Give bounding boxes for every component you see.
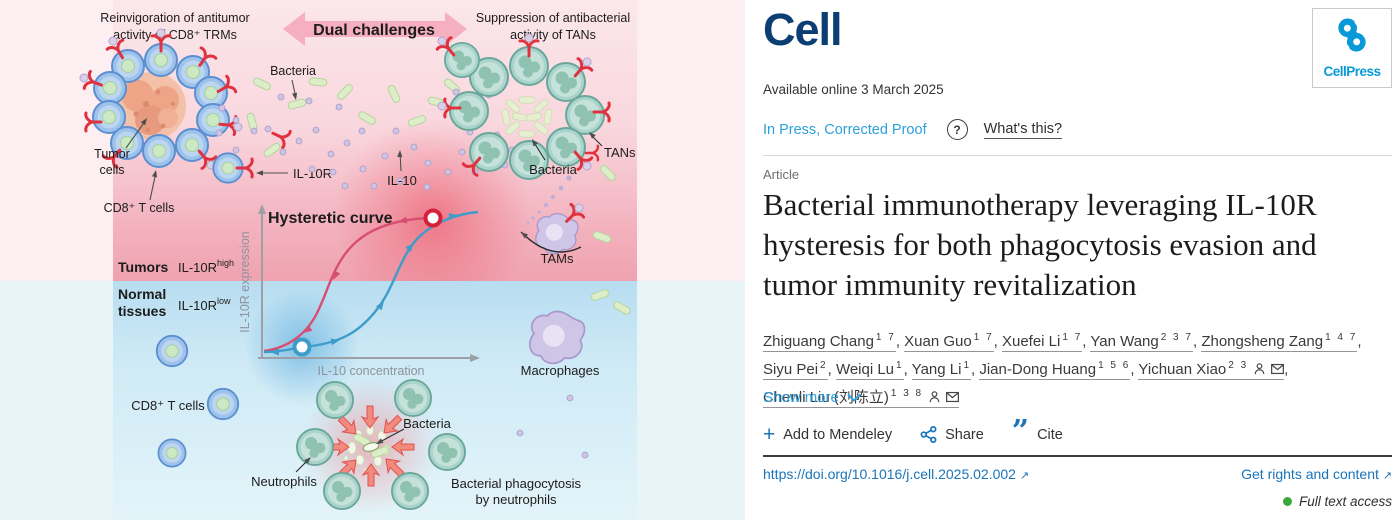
chevron-down-icon [847, 393, 861, 402]
cite-icon: ” [1011, 413, 1030, 449]
high-state-marker [423, 208, 443, 228]
label-il10: IL-10 [387, 173, 417, 188]
author-link[interactable]: Zhiguang Chang 1 7 [763, 332, 896, 352]
label-normal-line2: tissues [118, 303, 166, 319]
graphical-abstract-figure: Reinvigoration of antitumor activity of … [0, 0, 745, 520]
caption-top-left-line1: Reinvigoration of antitumor [100, 11, 249, 25]
label-bacteria-right: Bacteria [529, 162, 577, 177]
cellpress-wordmark: CellPress [1323, 64, 1381, 79]
plus-icon: + [763, 422, 776, 446]
article-type-label: Article [763, 167, 800, 182]
cite-label: Cite [1037, 426, 1063, 443]
label-tams: TAMs [541, 251, 574, 266]
share-button[interactable]: Share [920, 426, 984, 443]
caption-top-right-line1: Suppression of antibacterial [476, 11, 630, 25]
label-normal-line1: Normal [118, 286, 166, 302]
cellpress-glyph-icon [1338, 16, 1366, 54]
external-link-icon: ↗ [1382, 470, 1392, 482]
author-link[interactable]: Yan Wang 2 3 7 [1090, 332, 1193, 352]
label-tumor-cells-line1: Tumor [94, 147, 130, 161]
author-link[interactable]: Zhongsheng Zang 1 4 7 [1201, 332, 1358, 352]
author-link[interactable]: Yang Li 1 [911, 360, 971, 380]
tan-cluster [435, 33, 611, 180]
press-status-row: In Press, Corrected Proof ? What's this? [763, 119, 1063, 140]
author-link[interactable]: Chenli Liu (刘陈立) 1 3 8 [763, 388, 960, 408]
caption-top-left-line2: activity of CD8⁺ TRMs [113, 28, 237, 42]
label-neutrophils: Neutrophils [251, 474, 317, 489]
tam-cell [519, 175, 586, 255]
label-il10r: IL-10R [293, 166, 332, 181]
label-bacteria-top: Bacteria [270, 64, 316, 78]
doi-link[interactable]: https://doi.org/10.1016/j.cell.2025.02.0… [763, 466, 1030, 482]
rights-and-content-link[interactable]: Get rights and content ↗ [1241, 466, 1392, 482]
cell-journal-logo[interactable]: Cell [763, 4, 843, 55]
cite-button[interactable]: ” Cite [1011, 413, 1063, 449]
label-il10r-high: IL-10Rhigh [178, 258, 234, 275]
external-link-icon: ↗ [1019, 470, 1030, 482]
show-more-button[interactable]: Show more [763, 389, 861, 406]
article-title: Bacterial immunotherapy leveraging IL-10… [763, 185, 1400, 305]
label-il10r-low: IL-10Rlow [178, 296, 231, 313]
cellpress-logo[interactable]: CellPress [1312, 8, 1392, 88]
label-tumor-cells-line2: cells [99, 163, 124, 177]
action-bar: + Add to Mendeley Share ” Cite [763, 413, 1063, 449]
dual-challenges-arrow [283, 12, 467, 46]
access-status-dot [1282, 497, 1292, 506]
tumor-cluster [79, 28, 243, 171]
graphical-abstract: Reinvigoration of antitumor activity of … [0, 0, 745, 520]
label-cd8-t-cells-top: CD8⁺ T cells [104, 201, 175, 215]
chart-ylabel: IL-10R expression [238, 231, 252, 332]
footer-divider [763, 455, 1392, 457]
author-link[interactable]: Jian-Dong Huang 1 5 6 [979, 360, 1131, 380]
label-tumors: Tumors [118, 259, 169, 275]
title-line-3: tumor immunity revitalization [763, 267, 1137, 302]
question-icon[interactable]: ? [946, 119, 968, 140]
available-online-date: Available online 3 March 2025 [763, 82, 944, 97]
person-icon [1254, 363, 1265, 375]
person-icon [929, 391, 940, 403]
access-row: Full text access [1282, 494, 1392, 509]
title-line-1: Bacterial immunotherapy leveraging IL-10… [763, 187, 1317, 222]
label-macrophages: Macrophages [521, 363, 600, 378]
dual-challenges-label: Dual challenges [313, 22, 435, 39]
mail-icon [1271, 363, 1285, 375]
mendeley-label: Add to Mendeley [783, 426, 893, 443]
author-link[interactable]: Xuan Guo 1 7 [904, 332, 994, 352]
macrophage-cell [528, 310, 586, 365]
chart-title: Hysteretic curve [268, 210, 393, 227]
in-press-link[interactable]: In Press, Corrected Proof [763, 121, 927, 138]
label-bacteria-bottom: Bacteria [403, 416, 451, 431]
whats-this-link[interactable]: What's this? [983, 120, 1063, 139]
author-list: Zhiguang Chang 1 7, Xuan Guo 1 7, Xuefei L… [763, 332, 1362, 408]
article-metadata-pane: Cell CellPress Available online 3 March … [745, 0, 1400, 520]
share-label: Share [945, 426, 984, 443]
author-link[interactable]: Siyu Pei 2 [763, 360, 828, 380]
label-phagocytosis-line1: Bacterial phagocytosis [451, 476, 582, 491]
label-cd8-t-cells-bottom: CD8⁺ T cells [131, 398, 205, 413]
chart-xlabel: IL-10 concentration [317, 364, 424, 378]
label-phagocytosis-line2: by neutrophils [476, 492, 557, 507]
add-to-mendeley-button[interactable]: + Add to Mendeley [763, 422, 893, 446]
hysteresis-chart: IL-10R expression IL-10 concentration Hy… [238, 204, 480, 378]
author-link[interactable]: Xuefei Li 1 7 [1001, 332, 1083, 352]
access-label: Full text access [1298, 494, 1392, 509]
author-link[interactable]: Weiqi Lu 1 [835, 360, 904, 380]
mail-icon [946, 391, 960, 403]
author-link[interactable]: Yichuan Xiao 2 3 [1138, 360, 1285, 380]
title-line-2: hysteresis for both phagocytosis evasion… [763, 227, 1317, 262]
label-tans: TANs [604, 145, 636, 160]
low-state-marker [292, 337, 312, 357]
share-icon [920, 426, 937, 443]
show-more-label: Show more [763, 389, 839, 406]
doi-row: https://doi.org/10.1016/j.cell.2025.02.0… [763, 466, 1392, 482]
section-divider [763, 155, 1392, 156]
